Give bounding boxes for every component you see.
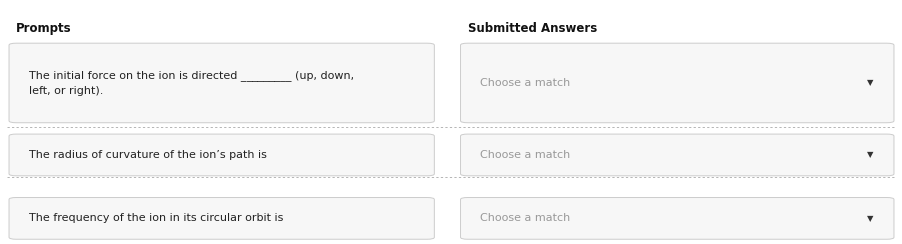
Text: The frequency of the ion in its circular orbit is: The frequency of the ion in its circular… <box>29 214 283 223</box>
Text: Choose a match: Choose a match <box>480 78 570 88</box>
Text: Choose a match: Choose a match <box>480 214 570 223</box>
FancyBboxPatch shape <box>9 198 434 239</box>
FancyBboxPatch shape <box>9 134 434 176</box>
Text: Prompts: Prompts <box>16 22 72 35</box>
Text: ▼: ▼ <box>866 79 873 87</box>
Text: ▼: ▼ <box>866 214 873 223</box>
Text: ▼: ▼ <box>866 151 873 159</box>
Text: Choose a match: Choose a match <box>480 150 570 160</box>
Text: The radius of curvature of the ion’s path is: The radius of curvature of the ion’s pat… <box>29 150 266 160</box>
FancyBboxPatch shape <box>460 43 893 123</box>
FancyBboxPatch shape <box>9 43 434 123</box>
Text: The initial force on the ion is directed _________ (up, down,
left, or right).: The initial force on the ion is directed… <box>29 70 354 96</box>
FancyBboxPatch shape <box>460 198 893 239</box>
Text: Submitted Answers: Submitted Answers <box>467 22 596 35</box>
FancyBboxPatch shape <box>460 134 893 176</box>
